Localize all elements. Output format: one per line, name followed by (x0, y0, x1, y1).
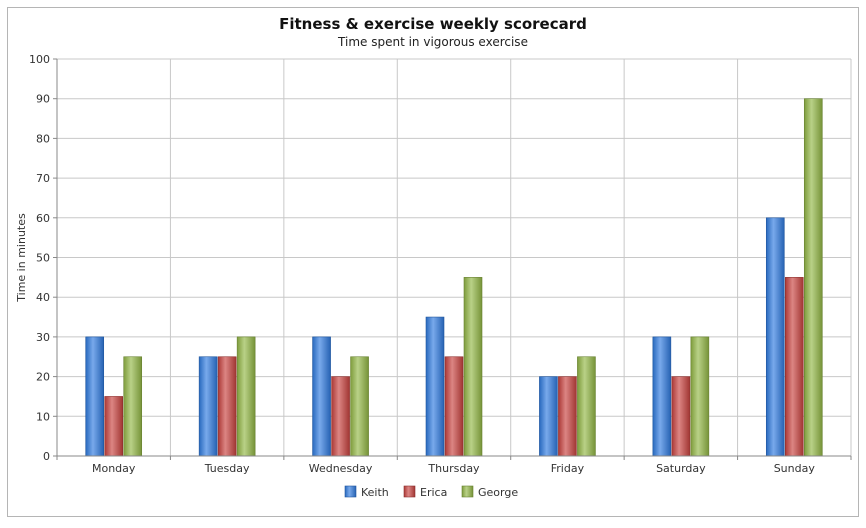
bar-george-monday[interactable] (123, 356, 143, 457)
y-tick-label: 70 (36, 172, 50, 185)
y-tick-label: 0 (43, 450, 50, 463)
bar-keith-wednesday[interactable] (312, 336, 331, 457)
bar-george-tuesday[interactable] (236, 336, 256, 457)
legend-label-erica: Erica (420, 486, 447, 499)
chart-title: Fitness & exercise weekly scorecard (279, 15, 587, 33)
x-tick-label: Thursday (427, 462, 480, 475)
y-tick-label: 80 (36, 132, 50, 145)
bar-george-friday[interactable] (577, 356, 596, 457)
x-tick-label: Saturday (656, 462, 706, 475)
bar-george-wednesday[interactable] (350, 356, 369, 457)
legend-label-keith: Keith (361, 486, 389, 499)
legend-swatch-keith (344, 485, 357, 498)
bar-keith-friday[interactable] (539, 376, 558, 457)
y-tick-label: 20 (36, 371, 50, 384)
y-tick-label: 30 (36, 331, 50, 344)
y-tick-label: 100 (29, 53, 50, 66)
y-tick-label: 10 (36, 410, 50, 423)
x-tick-label: Sunday (774, 462, 816, 475)
bar-erica-friday[interactable] (558, 376, 577, 457)
legend-label-george: George (478, 486, 518, 499)
bar-erica-tuesday[interactable] (217, 356, 237, 457)
y-axis-label: Time in minutes (15, 213, 28, 303)
axes (53, 58, 852, 460)
x-tick-label: Wednesday (309, 462, 373, 475)
legend-swatch-george (461, 485, 474, 498)
bar-erica-sunday[interactable] (784, 277, 804, 457)
bar-keith-tuesday[interactable] (198, 356, 218, 457)
y-tick-label: 50 (36, 252, 50, 265)
x-tick-labels: Monday Tuesday Wednesday Thursday Friday Satu… (92, 462, 815, 475)
bar-erica-monday[interactable] (104, 396, 124, 457)
x-tick-label: Friday (551, 462, 585, 475)
y-tick-labels: 0 10 20 30 40 50 60 70 80 90 100 (29, 53, 50, 463)
bar-george-sunday[interactable] (803, 98, 823, 457)
bar-george-saturday[interactable] (690, 336, 710, 457)
bar-keith-saturday[interactable] (652, 336, 672, 457)
bar-erica-wednesday[interactable] (331, 376, 350, 457)
legend: Keith Erica George (344, 485, 518, 499)
bars (85, 98, 823, 457)
y-tick-label: 60 (36, 212, 50, 225)
y-tick-label: 90 (36, 93, 50, 106)
bar-erica-saturday[interactable] (671, 376, 691, 457)
x-tick-label: Tuesday (204, 462, 250, 475)
bar-keith-thursday[interactable] (425, 316, 445, 457)
y-tick-label: 40 (36, 291, 50, 304)
x-tick-label: Monday (92, 462, 136, 475)
bar-george-thursday[interactable] (463, 277, 483, 457)
bar-erica-thursday[interactable] (444, 356, 464, 457)
bar-keith-sunday[interactable] (765, 217, 785, 457)
legend-swatch-erica (403, 485, 416, 498)
chart-subtitle: Time spent in vigorous exercise (338, 35, 528, 49)
bar-keith-monday[interactable] (85, 336, 105, 457)
